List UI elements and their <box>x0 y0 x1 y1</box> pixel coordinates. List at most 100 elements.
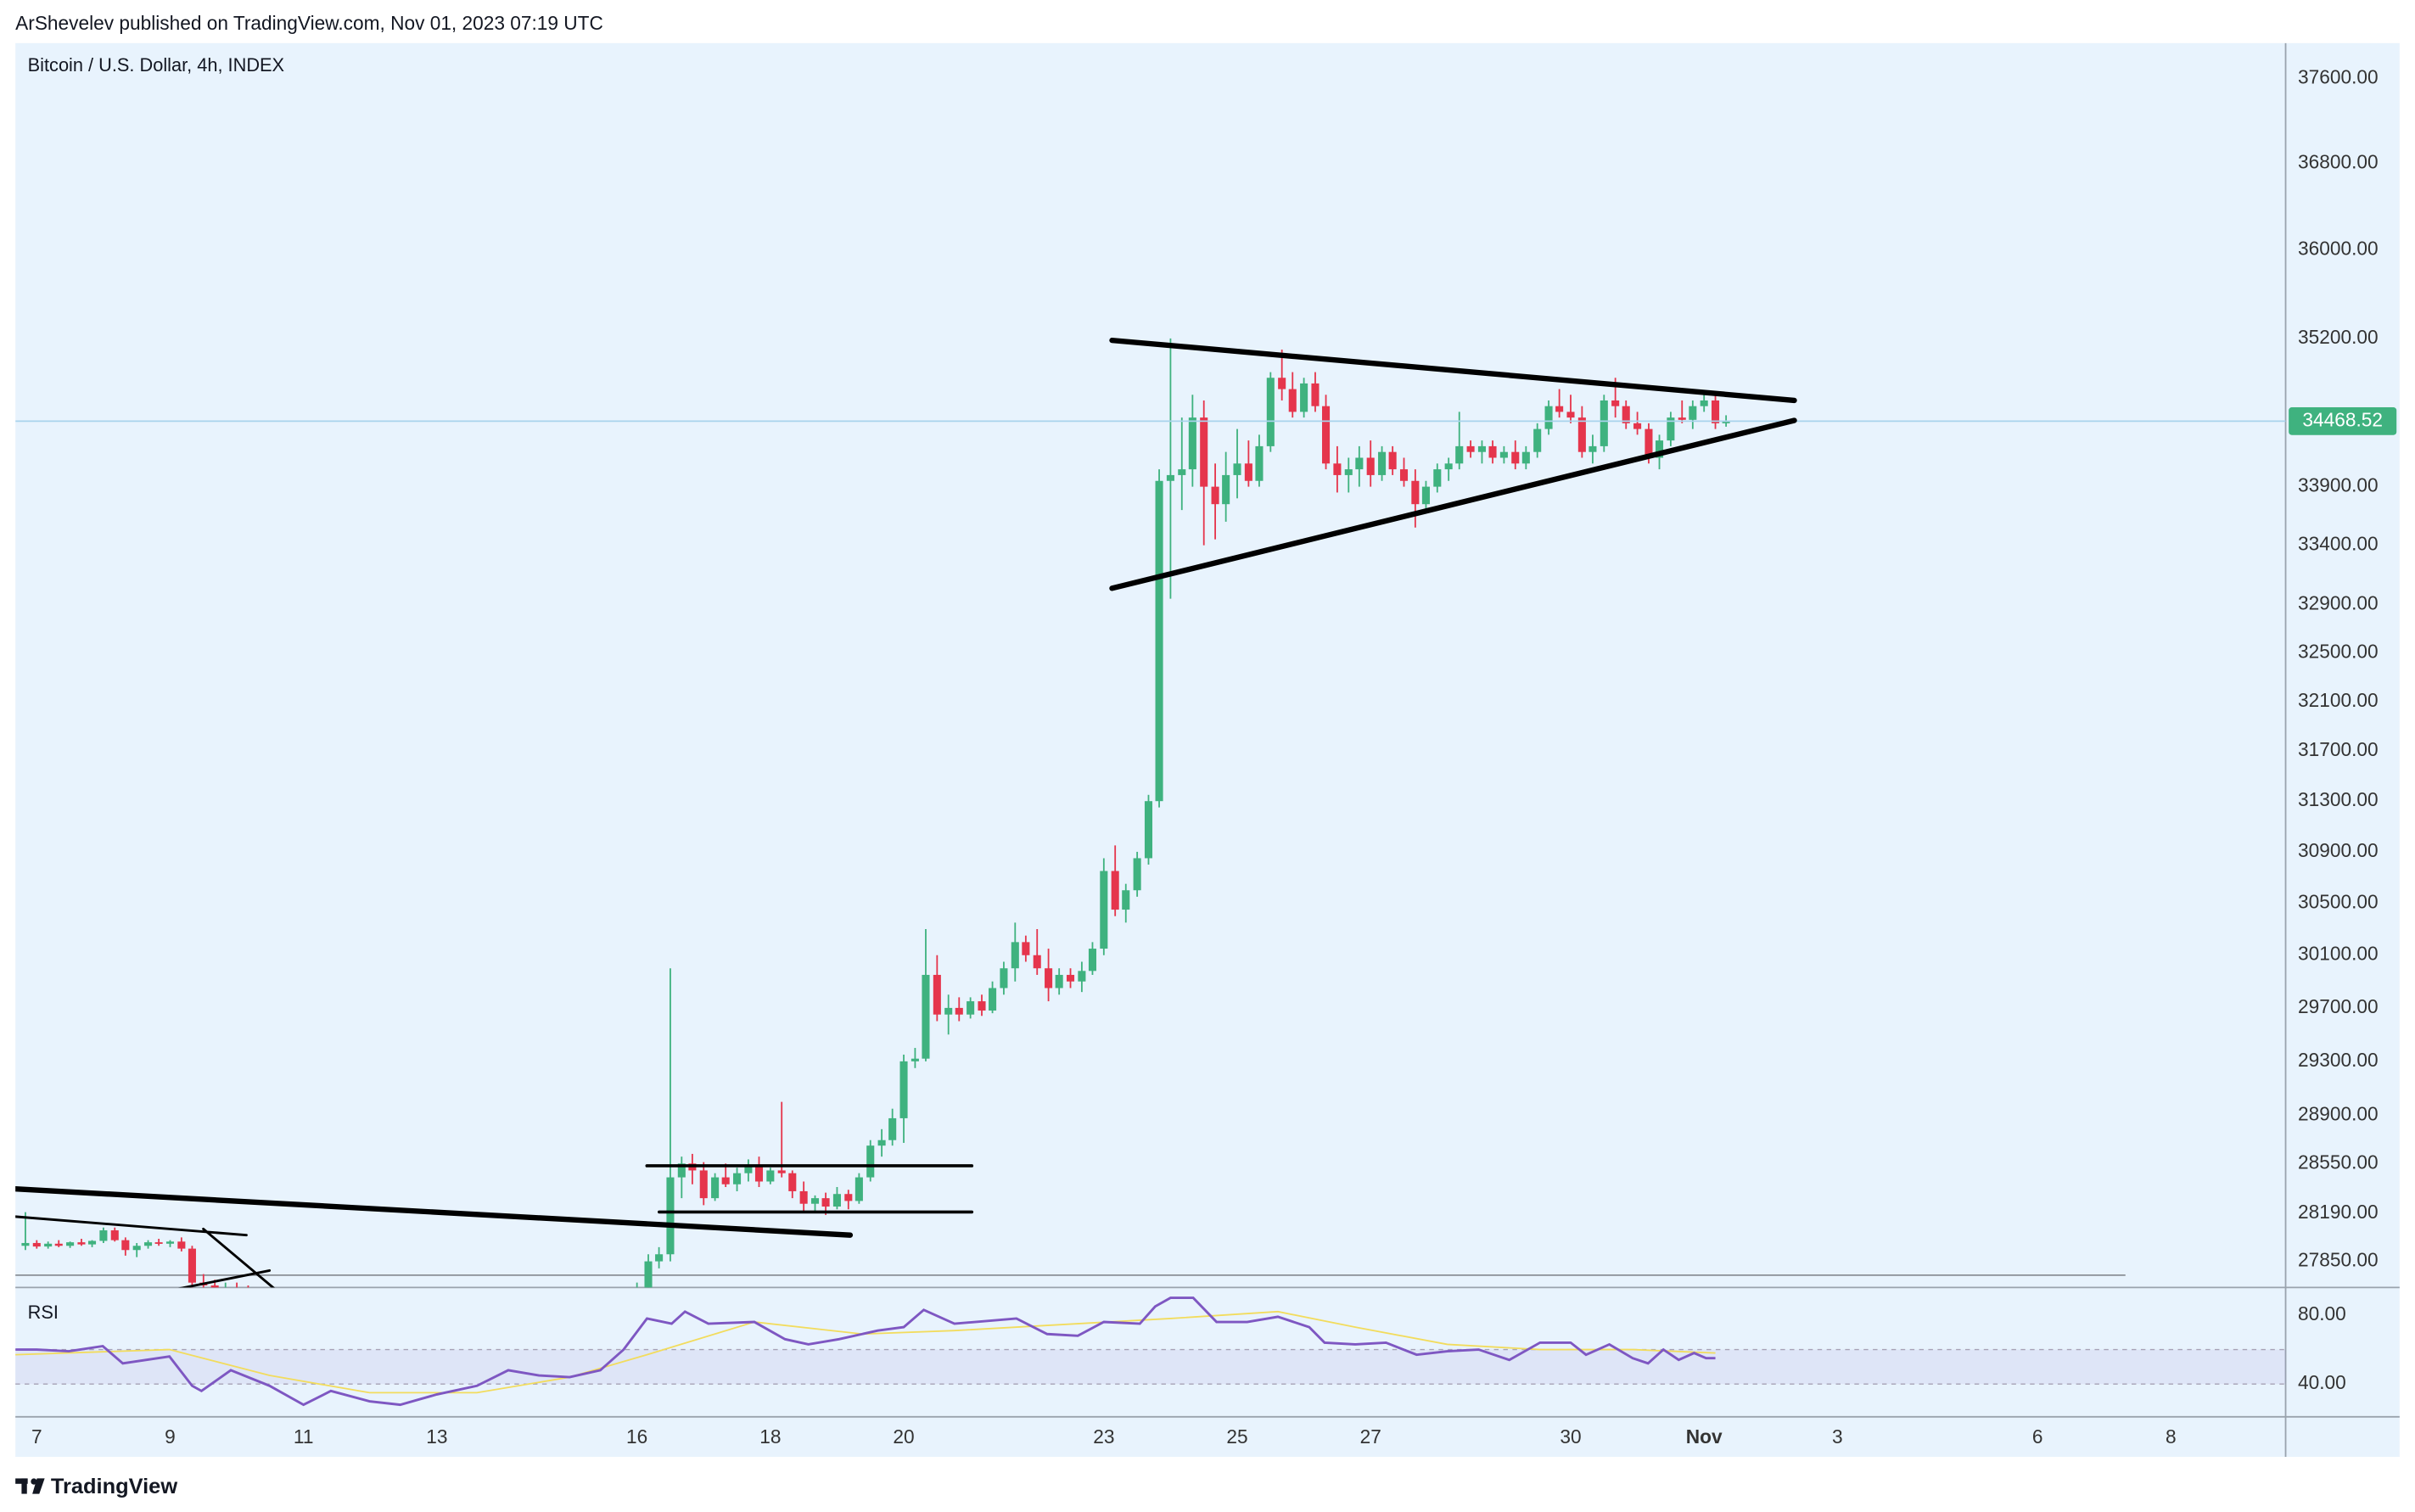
candle-body <box>1566 412 1575 418</box>
candle-body <box>644 1261 653 1288</box>
candle-body <box>188 1248 196 1283</box>
candle-body <box>99 1230 108 1241</box>
candle-body <box>210 1285 219 1288</box>
candle-body <box>1388 451 1397 470</box>
last-price-box <box>2289 407 2397 435</box>
x-tick-label: 9 <box>165 1425 176 1448</box>
x-tick-label: 25 <box>1226 1425 1247 1448</box>
candle-body <box>1033 955 1041 969</box>
candle-body <box>854 1177 863 1201</box>
candle-body <box>721 1177 730 1184</box>
candle-body <box>933 974 941 1015</box>
candle-body <box>1066 974 1075 982</box>
x-tick-label: 7 <box>31 1425 42 1448</box>
candle-body <box>777 1170 786 1173</box>
y-tick-label: 28550.00 <box>2298 1151 2379 1173</box>
x-tick-label: 3 <box>1832 1425 1843 1448</box>
candle-body <box>989 988 997 1011</box>
candle-body <box>754 1166 764 1182</box>
candle-body <box>1344 469 1353 475</box>
candle-body <box>1111 871 1119 910</box>
candle-body <box>1678 417 1686 420</box>
candle-body <box>154 1242 163 1244</box>
candle-body <box>1200 417 1208 487</box>
candle-body <box>1355 457 1364 470</box>
candle-body <box>888 1117 897 1140</box>
candle-body <box>1622 406 1630 423</box>
candle-body <box>1133 858 1141 891</box>
x-tick-label: 18 <box>759 1425 781 1448</box>
trend-line <box>202 1227 275 1288</box>
candle-body <box>655 1254 664 1262</box>
logo <box>15 1478 45 1494</box>
candle-body <box>1655 440 1664 458</box>
candle-body <box>1533 428 1542 452</box>
rsi-tick-label: 40.00 <box>2298 1371 2346 1393</box>
candle-body <box>1611 400 1620 406</box>
candle-body <box>922 974 930 1059</box>
candle-body <box>1488 445 1497 458</box>
candle-body <box>955 1007 963 1015</box>
candle-body <box>1399 469 1409 481</box>
trend-line <box>1109 337 1797 404</box>
candle-body <box>1055 974 1063 988</box>
candle-body <box>1600 400 1608 446</box>
candle-body <box>978 1001 986 1011</box>
candle-body <box>1577 417 1586 452</box>
symbol-title: Bitcoin / U.S. Dollar, 4h, INDEX <box>28 54 285 76</box>
y-tick-label: 36800.00 <box>2298 150 2379 172</box>
logo-mark <box>32 1478 45 1494</box>
candle-body <box>32 1242 41 1247</box>
candle-body <box>967 1001 975 1015</box>
y-tick-label: 31300.00 <box>2298 788 2379 810</box>
candle-body <box>744 1166 753 1173</box>
candle-body <box>1144 801 1153 859</box>
candle-body <box>1222 474 1230 505</box>
candle-body <box>1433 469 1442 487</box>
candle-body <box>54 1243 63 1246</box>
trend-line <box>1109 417 1797 591</box>
y-tick-label: 36000.00 <box>2298 237 2379 259</box>
candle-body <box>1122 890 1130 910</box>
candle-body <box>21 1242 30 1246</box>
y-tick-label: 37600.00 <box>2298 65 2379 87</box>
y-tick-label: 35200.00 <box>2298 326 2379 348</box>
trend-line <box>178 1268 272 1288</box>
rsi-title: RSI <box>28 1302 59 1323</box>
logo-mark <box>21 1478 27 1494</box>
candle-body <box>1045 968 1053 988</box>
logo-mark <box>15 1478 28 1484</box>
candle-body <box>1455 445 1464 464</box>
candle-body <box>799 1190 808 1204</box>
candle-body <box>1378 451 1387 475</box>
candle-body <box>1011 942 1019 969</box>
y-tick-label: 31700.00 <box>2298 738 2379 760</box>
candle-body <box>1499 451 1508 458</box>
rsi-tick-label: 80.00 <box>2298 1302 2346 1324</box>
candle-body <box>832 1194 841 1207</box>
candle-body <box>1366 457 1375 475</box>
candle-body <box>666 1177 675 1255</box>
candle-body <box>1278 378 1286 389</box>
candle-body <box>711 1177 720 1199</box>
candle-body <box>1645 428 1653 458</box>
candle-body <box>1633 423 1642 429</box>
candle-body <box>1689 406 1697 420</box>
candle-body <box>1555 406 1564 412</box>
candle-body <box>810 1198 820 1204</box>
candle-body <box>165 1241 175 1244</box>
y-tick-label: 29300.00 <box>2298 1049 2379 1071</box>
candle-body <box>1244 463 1252 481</box>
candle-body <box>1322 406 1331 464</box>
candle-body <box>1022 942 1030 955</box>
y-tick-label: 32100.00 <box>2298 689 2379 711</box>
candle-body <box>1421 486 1430 505</box>
candle-body <box>1712 400 1720 423</box>
candle-body <box>1211 486 1219 505</box>
candle-body <box>110 1230 119 1240</box>
candle-body <box>121 1240 130 1251</box>
candle-body <box>1444 463 1453 470</box>
candle-body <box>1411 480 1420 505</box>
